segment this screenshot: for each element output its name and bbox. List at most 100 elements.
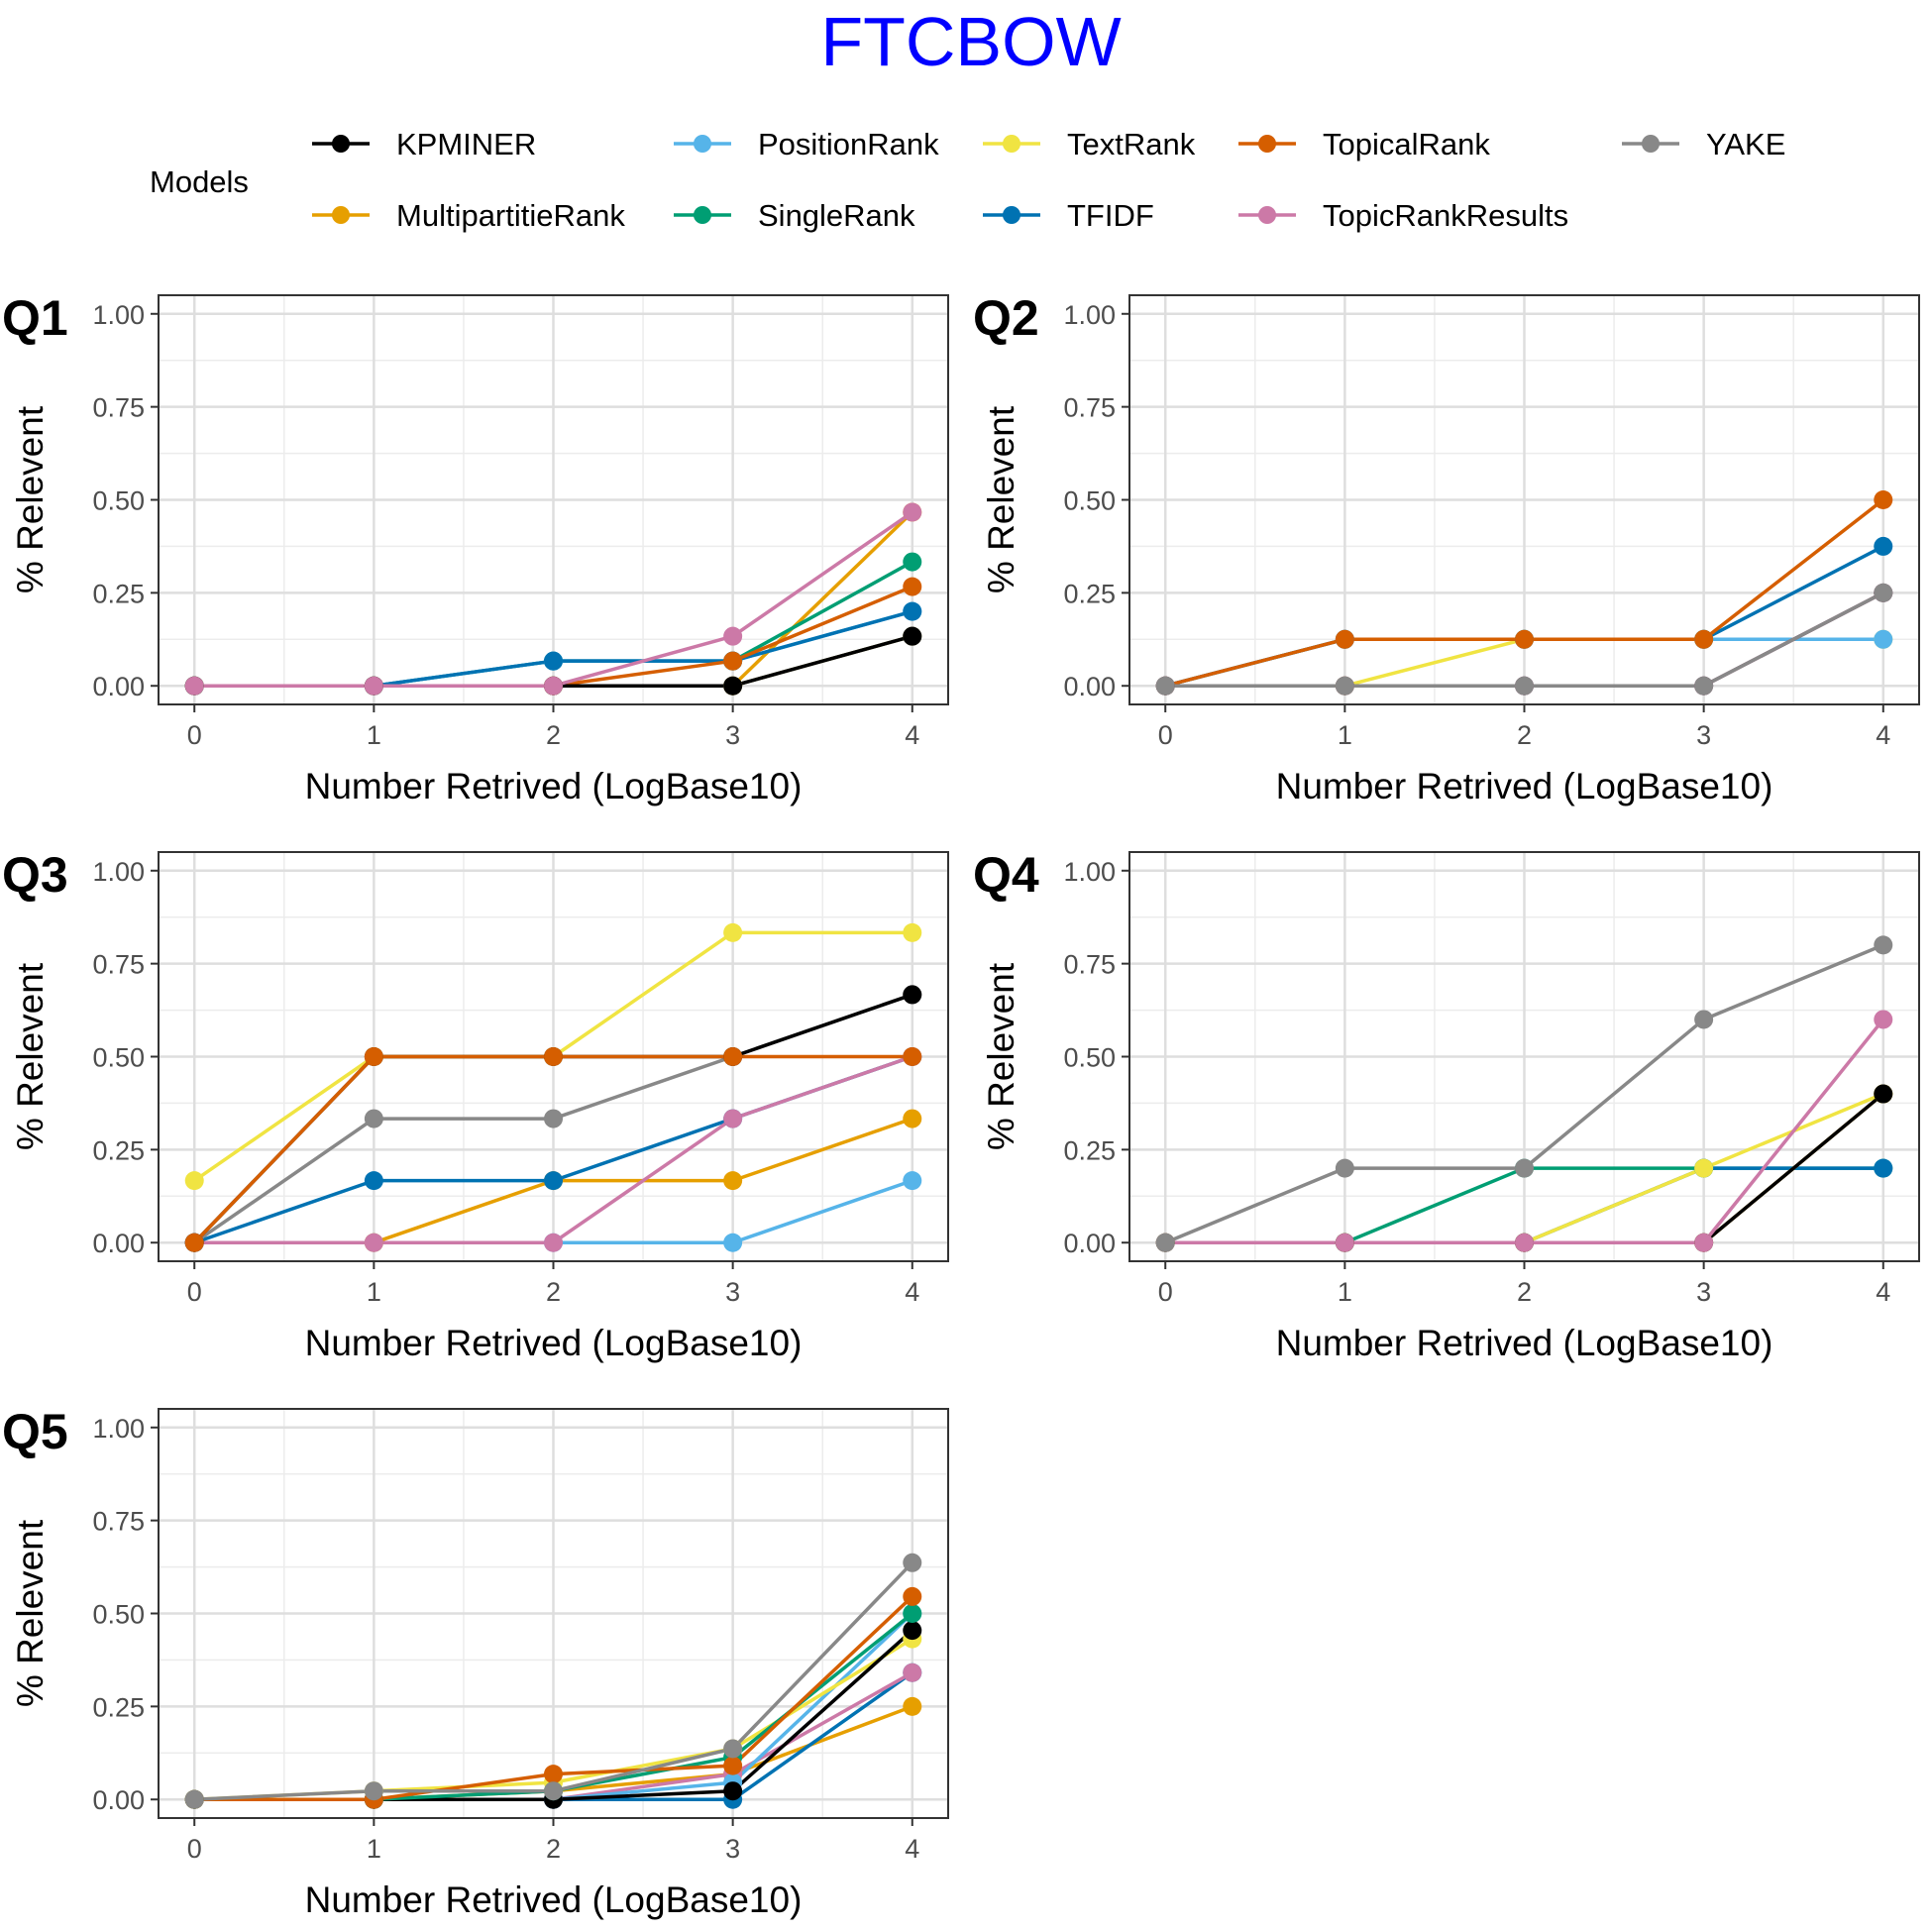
y-tick-label: 0.50 bbox=[1063, 486, 1116, 516]
data-point-textrank bbox=[723, 922, 743, 942]
legend-label: SingleRank bbox=[758, 198, 915, 233]
panel-q5: 0.00 0.25 0.50 0.75 1.00 0 1 2 3 4 Number Retrived… bbox=[2, 1404, 949, 1920]
y-tick-label: 0.75 bbox=[92, 393, 145, 423]
y-axis-title: % Relevent bbox=[981, 405, 1021, 593]
x-tick-label: 4 bbox=[1876, 720, 1890, 750]
y-tick-label: 0.75 bbox=[1063, 950, 1116, 980]
x-tick-label: 1 bbox=[1338, 1277, 1352, 1307]
x-tick-label: 1 bbox=[367, 1277, 381, 1307]
y-tick-label: 1.00 bbox=[1063, 857, 1116, 887]
y-tick-label: 0.00 bbox=[1063, 1229, 1116, 1258]
x-tick-label: 1 bbox=[367, 1834, 381, 1864]
y-tick-label: 0.00 bbox=[92, 1229, 145, 1258]
data-point-topicalrank bbox=[723, 651, 743, 671]
data-point-topicalrank bbox=[903, 1586, 922, 1606]
panel-tag: Q1 bbox=[2, 290, 68, 346]
y-axis-title: % Relevent bbox=[10, 405, 51, 593]
legend-label: KPMINER bbox=[396, 127, 536, 161]
x-tick-label: 3 bbox=[1696, 720, 1711, 750]
data-point-kpminer bbox=[903, 626, 922, 646]
x-tick-label: 0 bbox=[1158, 720, 1173, 750]
x-tick-label: 0 bbox=[1158, 1277, 1173, 1307]
data-point-yake bbox=[1335, 676, 1354, 696]
data-point-topicalrank bbox=[1335, 629, 1354, 649]
x-tick-label: 3 bbox=[725, 720, 740, 750]
y-tick-label: 0.25 bbox=[92, 1135, 145, 1165]
legend-item: KPMINER bbox=[312, 127, 536, 161]
y-axis-title: % Relevent bbox=[10, 1519, 51, 1707]
y-tick-label: 0.25 bbox=[1063, 1135, 1116, 1165]
data-point-topicrankresults bbox=[1515, 1233, 1534, 1252]
x-tick-label: 4 bbox=[905, 1834, 919, 1864]
x-tick-label: 1 bbox=[1338, 720, 1352, 750]
data-point-multipartitierank bbox=[903, 1109, 922, 1128]
x-tick-label: 4 bbox=[905, 1277, 919, 1307]
legend-item: TopicalRank bbox=[1238, 127, 1490, 161]
data-point-topicrankresults bbox=[544, 1233, 563, 1252]
y-tick-label: 1.00 bbox=[1063, 300, 1116, 330]
data-point-tfidf bbox=[1874, 536, 1893, 556]
panel-q1: 0.00 0.25 0.50 0.75 1.00 0 1 2 3 4 Number Retrived… bbox=[2, 290, 949, 806]
y-tick-label: 0.50 bbox=[1063, 1043, 1116, 1073]
y-tick-label: 0.50 bbox=[92, 1600, 145, 1630]
data-point-topicrankresults bbox=[184, 676, 204, 696]
panel-q3: 0.00 0.25 0.50 0.75 1.00 0 1 2 3 4 Number Retrived… bbox=[2, 847, 949, 1363]
data-point-topicrankresults bbox=[903, 502, 922, 522]
panels: 0.00 0.25 0.50 0.75 1.00 0 1 2 3 4 Number Retrived… bbox=[2, 290, 1920, 1920]
x-tick-label: 0 bbox=[187, 1277, 202, 1307]
panel-tag: Q3 bbox=[2, 847, 68, 903]
y-tick-label: 0.25 bbox=[1063, 579, 1116, 608]
data-point-topicalrank bbox=[1694, 629, 1714, 649]
data-point-yake bbox=[1155, 1233, 1175, 1252]
data-point-yake bbox=[723, 1739, 743, 1759]
legend-item: TextRank bbox=[983, 127, 1196, 161]
data-point-tfidf bbox=[364, 1171, 383, 1191]
legend-item: TopicRankResults bbox=[1238, 198, 1568, 233]
legend-label: PositionRank bbox=[758, 127, 939, 161]
x-tick-label: 2 bbox=[546, 720, 561, 750]
data-point-yake bbox=[544, 1109, 563, 1128]
y-tick-label: 0.50 bbox=[92, 1043, 145, 1073]
legend-label: YAKE bbox=[1706, 127, 1785, 161]
y-tick-label: 1.00 bbox=[92, 857, 145, 887]
panel-tag: Q2 bbox=[973, 290, 1039, 346]
data-point-singlerank bbox=[903, 552, 922, 572]
data-point-topicrankresults bbox=[1335, 1233, 1354, 1252]
y-tick-label: 0.75 bbox=[92, 1507, 145, 1537]
data-point-positionrank bbox=[723, 1233, 743, 1252]
legend-title: Models bbox=[150, 164, 249, 199]
data-point-yake bbox=[1155, 676, 1175, 696]
x-tick-label: 3 bbox=[725, 1277, 740, 1307]
data-point-textrank bbox=[903, 922, 922, 942]
y-tick-label: 0.25 bbox=[92, 1692, 145, 1722]
legend-label: MultipartitieRank bbox=[396, 198, 625, 233]
data-point-topicalrank bbox=[1874, 490, 1893, 509]
x-tick-label: 2 bbox=[1517, 1277, 1532, 1307]
x-axis-title: Number Retrived (LogBase10) bbox=[305, 1323, 803, 1363]
legend-key-point bbox=[1003, 206, 1020, 224]
y-tick-label: 0.00 bbox=[92, 1785, 145, 1815]
panel-tag: Q4 bbox=[973, 847, 1039, 903]
data-point-topicrankresults bbox=[903, 1663, 922, 1682]
data-point-topicalrank bbox=[723, 1047, 743, 1066]
data-point-positionrank bbox=[903, 1171, 922, 1191]
data-point-positionrank bbox=[1874, 629, 1893, 649]
x-tick-label: 0 bbox=[187, 1834, 202, 1864]
data-point-topicrankresults bbox=[723, 1109, 743, 1128]
y-tick-label: 0.25 bbox=[92, 579, 145, 608]
data-point-yake bbox=[1335, 1158, 1354, 1178]
data-point-singlerank bbox=[903, 1604, 922, 1623]
panel-tag: Q5 bbox=[2, 1404, 68, 1459]
data-point-yake bbox=[1515, 1158, 1534, 1178]
x-tick-label: 3 bbox=[1696, 1277, 1711, 1307]
y-tick-label: 1.00 bbox=[92, 300, 145, 330]
y-tick-label: 0.00 bbox=[1063, 672, 1116, 701]
y-tick-label: 0.50 bbox=[92, 486, 145, 516]
data-point-topicalrank bbox=[723, 1756, 743, 1775]
x-tick-label: 2 bbox=[546, 1834, 561, 1864]
legend-key-point bbox=[332, 206, 350, 224]
x-tick-label: 4 bbox=[1876, 1277, 1890, 1307]
data-point-yake bbox=[1694, 676, 1714, 696]
data-point-kpminer bbox=[723, 676, 743, 696]
